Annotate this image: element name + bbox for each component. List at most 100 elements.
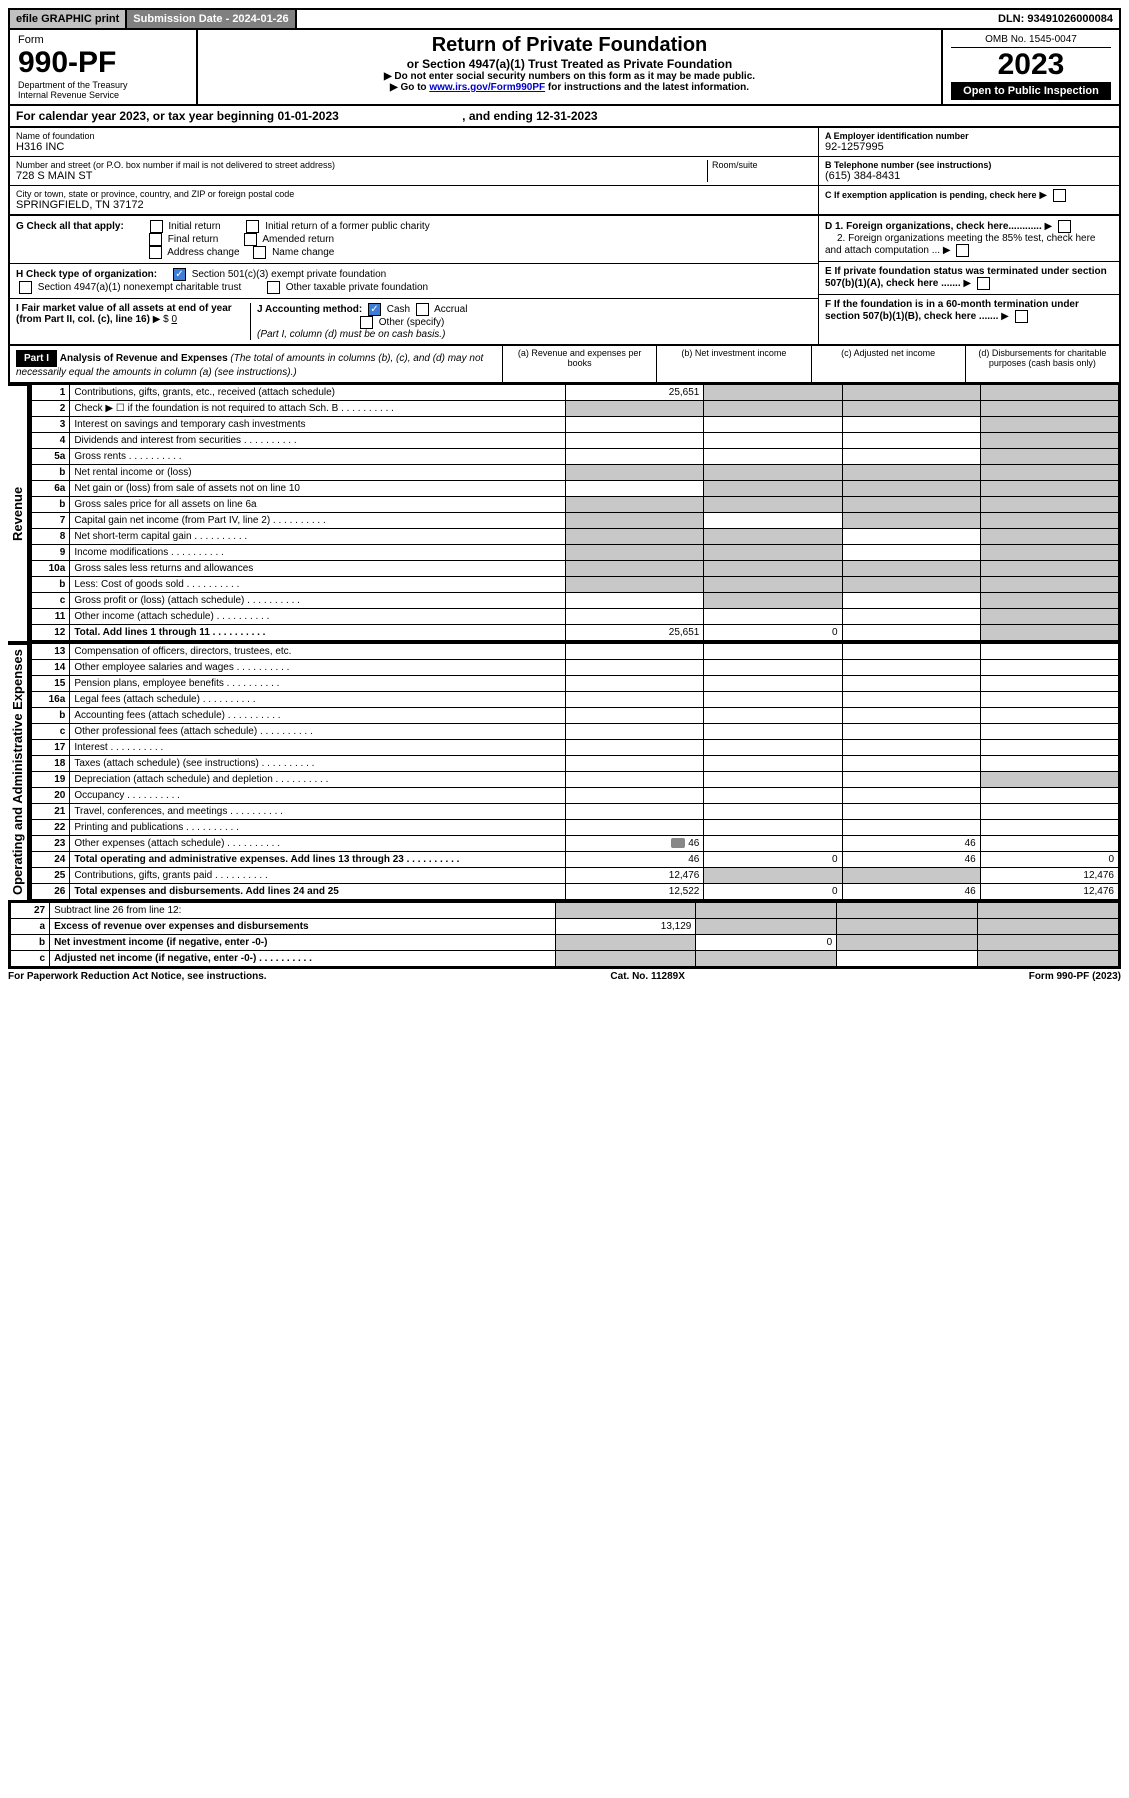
- d-row: D 1. Foreign organizations, check here..…: [819, 216, 1119, 262]
- row-27b: bNet investment income (if negative, ent…: [11, 935, 1119, 951]
- row-9: 9Income modifications: [32, 545, 1119, 561]
- row-13: 13Compensation of officers, directors, t…: [32, 644, 1119, 660]
- check-left: G Check all that apply: Initial return I…: [10, 216, 819, 344]
- row-5b: bNet rental income or (loss): [32, 465, 1119, 481]
- row-24: 24Total operating and administrative exp…: [32, 852, 1119, 868]
- name-row: Name of foundation H316 INC: [10, 128, 818, 157]
- g1-cb[interactable]: [150, 220, 163, 233]
- g6: Name change: [272, 247, 334, 258]
- footer-left: For Paperwork Reduction Act Notice, see …: [8, 971, 267, 982]
- year-cell: OMB No. 1545-0047 2023 Open to Public In…: [943, 30, 1119, 104]
- summary-table: 27Subtract line 26 from line 12: aExcess…: [10, 902, 1119, 967]
- d1-cb[interactable]: [1058, 220, 1071, 233]
- ein: 92-1257995: [825, 141, 1113, 153]
- h3: Other taxable private foundation: [286, 282, 428, 293]
- calendar-year: For calendar year 2023, or tax year begi…: [8, 106, 1121, 128]
- calyr-end: , and ending 12-31-2023: [462, 109, 597, 123]
- form-number: 990-PF: [18, 46, 188, 80]
- j1-cb[interactable]: ✓: [368, 303, 381, 316]
- g6-cb[interactable]: [253, 246, 266, 259]
- row-7: 7Capital gain net income (from Part IV, …: [32, 513, 1119, 529]
- row-20: 20Occupancy: [32, 788, 1119, 804]
- h2-cb[interactable]: [19, 281, 32, 294]
- row-17: 17Interest: [32, 740, 1119, 756]
- i-lbl: I Fair market value of all assets at end…: [16, 303, 232, 325]
- form-word: Form: [18, 34, 188, 46]
- check-right: D 1. Foreign organizations, check here..…: [819, 216, 1119, 344]
- row-23: 23Other expenses (attach schedule) 4646: [32, 836, 1119, 852]
- row-10c: cGross profit or (loss) (attach schedule…: [32, 593, 1119, 609]
- row-5a: 5aGross rents: [32, 449, 1119, 465]
- g4-cb[interactable]: [244, 233, 257, 246]
- title-cell: Return of Private Foundation or Section …: [198, 30, 943, 104]
- check-grid: G Check all that apply: Initial return I…: [8, 216, 1121, 346]
- j3-cb[interactable]: [360, 316, 373, 329]
- addr-row: Number and street (or P.O. box number if…: [10, 157, 818, 186]
- row-3: 3Interest on savings and temporary cash …: [32, 417, 1119, 433]
- g-row: G Check all that apply: Initial return I…: [10, 216, 818, 264]
- h3-cb[interactable]: [267, 281, 280, 294]
- g4: Amended return: [262, 234, 334, 245]
- pending-lbl: C If exemption application is pending, c…: [825, 190, 1037, 200]
- col-d-hdr: (d) Disbursements for charitable purpose…: [965, 346, 1119, 382]
- j2-cb[interactable]: [416, 303, 429, 316]
- pending-checkbox[interactable]: [1053, 189, 1066, 202]
- part1-cols: (a) Revenue and expenses per books (b) N…: [502, 346, 1119, 382]
- d2-cb[interactable]: [956, 244, 969, 257]
- footer-right: Form 990-PF (2023): [1029, 971, 1121, 982]
- row-12: 12Total. Add lines 1 through 1125,6510: [32, 625, 1119, 641]
- efile-label[interactable]: efile GRAPHIC print: [10, 10, 127, 28]
- g3-cb[interactable]: [149, 233, 162, 246]
- e-cb[interactable]: [977, 277, 990, 290]
- e-lbl: E If private foundation status was termi…: [825, 266, 1107, 289]
- row-15: 15Pension plans, employee benefits: [32, 676, 1119, 692]
- row-22: 22Printing and publications: [32, 820, 1119, 836]
- row-6b: bGross sales price for all assets on lin…: [32, 497, 1119, 513]
- instr-link[interactable]: www.irs.gov/Form990PF: [429, 82, 545, 93]
- foundation-name: H316 INC: [16, 141, 812, 153]
- camera-icon[interactable]: [671, 838, 685, 848]
- revenue-section: Revenue 1Contributions, gifts, grants, e…: [8, 384, 1121, 643]
- revenue-vlabel: Revenue: [8, 384, 29, 643]
- part1-badge: Part I: [16, 350, 57, 367]
- instr3-text: for instructions and the latest informat…: [545, 82, 749, 93]
- instr1: ▶ Do not enter social security numbers o…: [206, 71, 933, 82]
- row-27: 27Subtract line 26 from line 12:: [11, 903, 1119, 919]
- calyr-begin: For calendar year 2023, or tax year begi…: [16, 109, 339, 123]
- submission-date: Submission Date - 2024-01-26: [127, 10, 296, 28]
- footer: For Paperwork Reduction Act Notice, see …: [8, 969, 1121, 984]
- room-lbl: Room/suite: [712, 160, 812, 170]
- ij-row: I Fair market value of all assets at end…: [10, 299, 818, 344]
- j3: Other (specify): [379, 317, 445, 328]
- city-row: City or town, state or province, country…: [10, 186, 818, 214]
- phone: (615) 384-8431: [825, 170, 1113, 182]
- tax-year: 2023: [951, 48, 1111, 82]
- dept: Department of the Treasury: [18, 80, 188, 90]
- j-note: (Part I, column (d) must be on cash basi…: [257, 329, 445, 340]
- row-27c: cAdjusted net income (if negative, enter…: [11, 951, 1119, 967]
- row-16b: bAccounting fees (attach schedule): [32, 708, 1119, 724]
- phone-lbl: B Telephone number (see instructions): [825, 160, 1113, 170]
- instr2: ▶ Go to www.irs.gov/Form990PF for instru…: [206, 82, 933, 93]
- col-b-hdr: (b) Net investment income: [656, 346, 810, 382]
- part1-title: Analysis of Revenue and Expenses: [60, 353, 228, 364]
- footer-mid: Cat. No. 11289X: [610, 971, 684, 982]
- d1: D 1. Foreign organizations, check here..…: [825, 221, 1042, 232]
- f-cb[interactable]: [1015, 310, 1028, 323]
- g2-cb[interactable]: [246, 220, 259, 233]
- row-10a: 10aGross sales less returns and allowanc…: [32, 561, 1119, 577]
- address: 728 S MAIN ST: [16, 170, 707, 182]
- irs: Internal Revenue Service: [18, 90, 188, 100]
- h1-cb[interactable]: ✓: [173, 268, 186, 281]
- dln: DLN: 93491026000084: [992, 10, 1119, 28]
- h1: Section 501(c)(3) exempt private foundat…: [192, 269, 387, 280]
- row-6a: 6aNet gain or (loss) from sale of assets…: [32, 481, 1119, 497]
- row-2: 2Check ▶ ☐ if the foundation is not requ…: [32, 401, 1119, 417]
- part1-title-cell: Part I Analysis of Revenue and Expenses …: [10, 346, 502, 382]
- main-title: Return of Private Foundation: [206, 34, 933, 57]
- city-lbl: City or town, state or province, country…: [16, 189, 812, 199]
- g5-cb[interactable]: [149, 246, 162, 259]
- col-a-hdr: (a) Revenue and expenses per books: [502, 346, 656, 382]
- g5: Address change: [167, 247, 239, 258]
- h2: Section 4947(a)(1) nonexempt charitable …: [38, 282, 241, 293]
